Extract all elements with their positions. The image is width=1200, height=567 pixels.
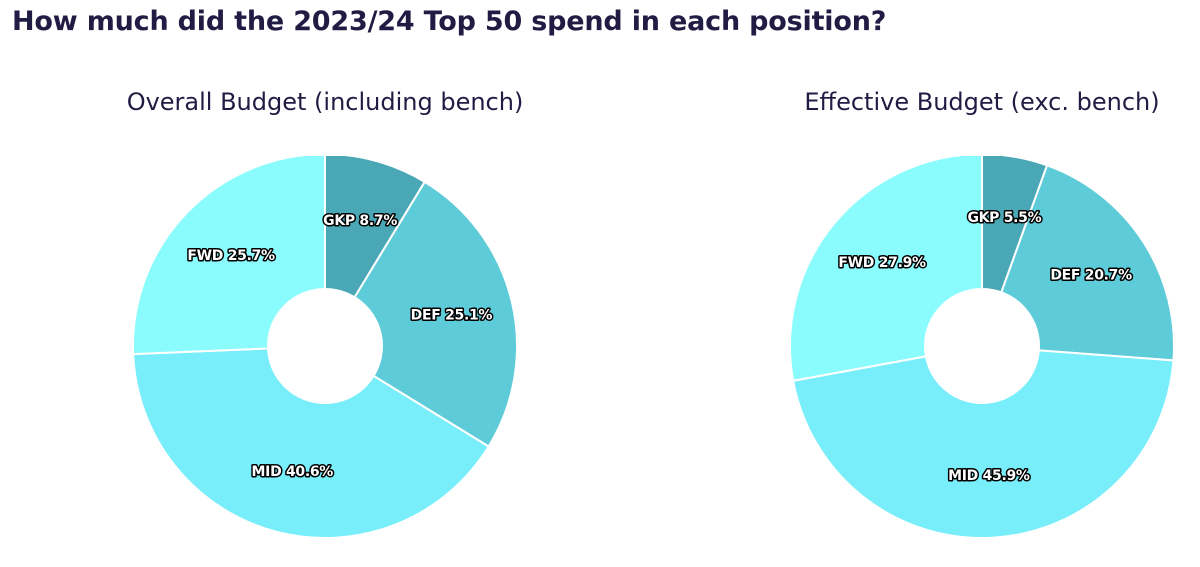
donut-hole <box>924 288 1040 404</box>
overall-budget-donut: GKP 8.7% DEF 25.1% MID 40.6% FWD 25.7% <box>132 156 518 539</box>
overall-budget-chart-title: Overall Budget (including bench) <box>126 88 524 116</box>
donut-hole <box>267 288 383 404</box>
slice-label-def: DEF 20.7% <box>1050 267 1132 283</box>
slice-label-gkp: GKP 8.7% <box>323 213 397 229</box>
slice-label-def: DEF 25.1% <box>411 308 493 324</box>
slice-mid <box>132 344 490 539</box>
slice-label-gkp: GKP 5.5% <box>967 210 1041 226</box>
effective-budget-chart-title: Effective Budget (exc. bench) <box>804 88 1160 116</box>
slice-label-fwd: FWD 27.9% <box>838 255 926 271</box>
slice-def <box>323 180 518 448</box>
slice-def <box>980 164 1175 362</box>
page-title: How much did the 2023/24 Top 50 spend in… <box>12 6 887 37</box>
effective-budget-chart: Effective Budget (exc. bench) GKP 5.5% DE… <box>752 88 1200 558</box>
effective-budget-donut: GKP 5.5% DEF 20.7% MID 45.9% FWD 27.9% <box>789 156 1175 539</box>
slice-fwd <box>132 156 326 356</box>
slice-label-fwd: FWD 25.7% <box>187 248 275 264</box>
slice-label-mid: MID 40.6% <box>252 464 334 480</box>
overall-budget-chart: Overall Budget (including bench) GKP 8.7… <box>95 88 555 558</box>
slice-label-mid: MID 45.9% <box>948 468 1030 484</box>
slice-mid <box>792 344 1175 539</box>
